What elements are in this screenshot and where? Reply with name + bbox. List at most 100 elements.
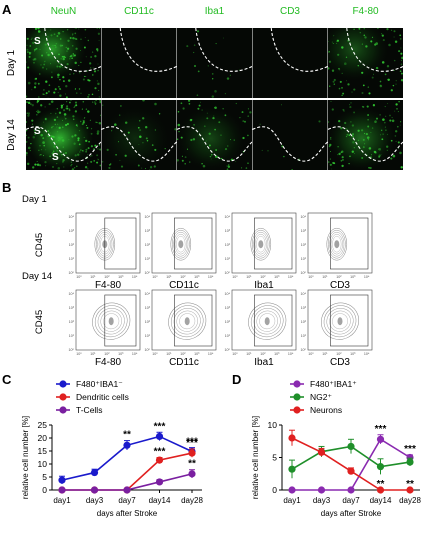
tick-label: 10⁴ [68,215,74,219]
y-tick-label: 5 [272,453,277,463]
region-marker-s: S [52,152,59,163]
data-point [58,486,66,494]
tick-label: 10¹ [69,334,75,338]
panel-a-column-label: Iba1 [205,6,225,17]
series: ** ** [288,429,414,494]
x-axis-label: days after Stroke [321,509,382,518]
tick-label: 10⁰ [225,348,231,352]
legend-marker [59,406,67,414]
legend-marker [293,406,301,414]
significance-marker: ** [377,479,385,490]
tick-label: 10² [69,243,75,247]
panel-a-column-label: NeuN [51,6,77,17]
x-tick-label: day3 [86,496,104,505]
tick-label: 10⁴ [300,292,306,296]
legend-label: T-Cells [76,405,102,415]
legend-marker [59,393,67,401]
data-point [347,442,355,451]
tick-label: 10¹ [301,257,307,261]
significance-marker: *** [186,438,198,449]
tick-label: 10¹ [145,257,151,261]
data-point [288,434,296,442]
micrograph-tile [177,28,252,98]
tick-label: 10⁴ [144,215,150,219]
panel-b-x-label: Iba1 [254,280,274,291]
tick-label: 10² [301,243,307,247]
tick-label: 10² [225,243,231,247]
micrograph-tile: S [26,28,101,98]
significance-marker: *** [186,437,198,448]
legend-label: F480⁺IBA1⁺ [310,379,357,389]
tick-label: 10⁰ [232,352,238,356]
tick-label: 10² [225,320,231,324]
tick-label: 10⁴ [144,292,150,296]
y-tick-label: 0 [272,485,277,495]
panel-b-y-label: CD45 [34,233,45,257]
tick-label: 10² [260,352,266,356]
tick-label: 10⁴ [68,292,74,296]
significance-marker: ** [406,479,414,490]
panel-b-x-label: CD11c [169,280,199,291]
tick-label: 10³ [194,352,200,356]
data-point [317,448,326,456]
legend-label: F480⁺IBA1⁻ [76,379,123,389]
y-tick-label: 0 [42,485,47,495]
y-tick-label: 10 [268,420,278,430]
tick-label: 10⁴ [208,352,214,356]
significance-marker: ** [188,459,196,470]
micrograph-tile [252,100,328,170]
legend-entry: Dendritic cells [56,392,129,402]
tick-label: 10⁴ [208,275,214,279]
panel-b-letter: B [2,180,11,195]
tick-label: 10² [104,275,110,279]
data-point [317,486,326,494]
tick-label: 10² [69,320,75,324]
data-point [90,468,99,477]
region-marker-s: S [34,126,41,137]
data-point [123,486,131,494]
legend-label: Dendritic cells [76,392,129,402]
panel-a-row-label: Day 1 [6,50,17,77]
tick-label: 10³ [145,306,151,310]
panel-a-column-label: CD11c [124,6,154,17]
legend-label: Neurons [310,405,342,415]
tick-label: 10³ [274,352,280,356]
tick-label: 10¹ [322,275,328,279]
tick-label: 10⁴ [132,275,138,279]
series-line [62,452,193,491]
tick-label: 10¹ [301,334,307,338]
data-point [406,486,414,494]
region-marker-s: S [34,36,41,47]
data-point [347,486,355,494]
legend-entry: Neurons [290,405,342,415]
x-tick-label: day14 [370,496,392,505]
tick-label: 10⁴ [300,215,306,219]
y-tick-label: 20 [38,433,48,443]
micrograph-tile [177,100,252,170]
tick-label: 10³ [350,275,356,279]
panel-a-column-label: CD3 [280,6,300,17]
tick-label: 10² [336,275,342,279]
panel-b-x-label: F4-80 [95,280,122,291]
micrograph-tile [101,28,177,98]
tick-label: 10³ [301,306,307,310]
panel-b-x-label: F4-80 [95,357,122,368]
tick-label: 10⁴ [132,352,138,356]
data-point [288,465,296,473]
tick-label: 10³ [118,275,124,279]
panel-b-x-label: CD3 [330,357,350,368]
micrograph-tile [328,100,403,170]
significance-marker: ** [123,430,131,441]
legend-label: NG2⁺ [310,392,332,402]
x-axis-label: days after Stroke [97,509,158,518]
data-point [288,486,296,494]
tick-label: 10³ [274,275,280,279]
tick-label: 10² [180,275,186,279]
panel-d: D 0 5 10 day1 day3 day7 day14 day28 relative cel… [232,372,421,518]
x-tick-label: day28 [399,496,421,505]
